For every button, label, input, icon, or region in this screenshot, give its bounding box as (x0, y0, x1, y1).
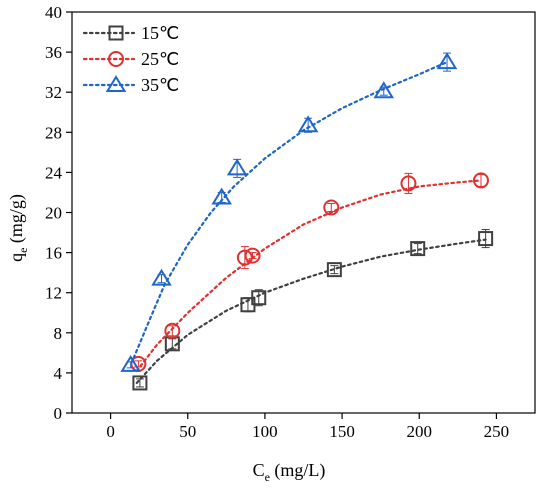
data-point (297, 115, 319, 133)
x-tick-label: 100 (252, 422, 278, 441)
legend-label: 35℃ (141, 75, 179, 95)
y-tick-label: 24 (45, 163, 63, 182)
series-1 (130, 172, 489, 372)
y-tick-label: 4 (54, 364, 63, 383)
fit-curve (135, 179, 483, 372)
legend-entry-2: 35℃ (82, 75, 179, 95)
legend: 15℃ 25℃ 35℃ (82, 23, 179, 95)
plot-frame (71, 11, 536, 414)
x-tick-label: 0 (106, 422, 115, 441)
plot-area (120, 52, 494, 391)
legend-label: 25℃ (141, 49, 179, 69)
data-point (373, 81, 395, 99)
data-point (410, 241, 426, 257)
data-point (226, 158, 248, 176)
legend-label: 15℃ (141, 23, 179, 43)
axes: 0 50 100 150 200 250 0 4 8 12 16 20 24 28 32 36 40 (45, 3, 536, 441)
data-point (326, 262, 342, 278)
data-point (472, 172, 489, 189)
y-tick-label: 28 (45, 123, 62, 142)
y-tick-label: 8 (54, 324, 63, 343)
x-axis-title-main: C (253, 460, 265, 480)
legend-entry-0: 15℃ (82, 23, 179, 43)
y-tick-label: 36 (45, 43, 62, 62)
y-tick-label: 16 (45, 244, 62, 263)
data-point (164, 322, 181, 339)
data-point (251, 290, 267, 306)
data-point (400, 175, 417, 192)
x-axis-title: Ce (mg/L) (253, 460, 326, 484)
y-tick-label: 40 (45, 3, 62, 22)
fit-curve (132, 61, 449, 359)
legend-marker (108, 51, 124, 67)
data-point (132, 375, 148, 391)
x-tick-label: 200 (407, 422, 433, 441)
data-point (323, 199, 340, 216)
series-0 (132, 229, 494, 391)
series-2 (120, 52, 458, 372)
data-point (211, 187, 232, 205)
y-tick-label: 12 (45, 284, 62, 303)
x-tick-label: 50 (179, 422, 196, 441)
data-point (244, 247, 261, 264)
x-axis-title-unit: (mg/L) (270, 460, 326, 481)
data-point (120, 354, 141, 372)
data-point (436, 52, 458, 70)
data-point (478, 231, 494, 247)
legend-marker (108, 25, 124, 41)
y-axis-title-main: q (6, 253, 26, 262)
y-tick-label: 20 (45, 204, 62, 223)
y-axis-title: qe (mg/g) (6, 194, 30, 262)
y-tick-label: 32 (45, 83, 62, 102)
data-point (151, 268, 172, 286)
legend-entry-1: 25℃ (82, 49, 179, 69)
y-axis-title-unit: (mg/g) (6, 194, 27, 248)
data-point (236, 249, 253, 266)
x-tick-label: 150 (329, 422, 355, 441)
y-tick-label: 0 (54, 404, 63, 423)
fit-curve (135, 238, 487, 384)
x-axis-title-subscript: e (265, 470, 270, 484)
x-tick-label: 250 (484, 422, 510, 441)
y-axis-title-subscript: e (16, 248, 30, 253)
legend-marker (105, 75, 127, 92)
